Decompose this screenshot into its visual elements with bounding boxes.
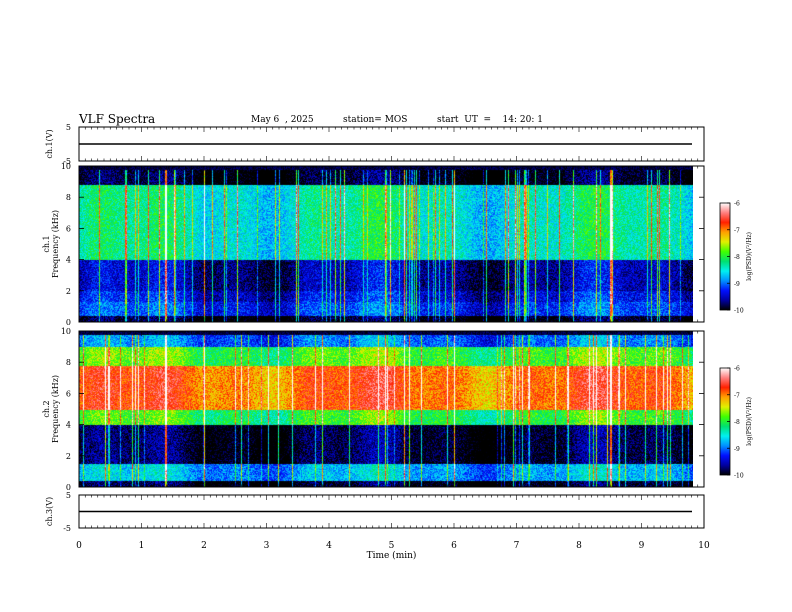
colorbar-tick-label: -6 (734, 201, 740, 208)
colorbar-tick-label: -7 (734, 227, 740, 234)
y-tick-label: 10 (61, 162, 71, 171)
x-tick-label: 2 (201, 541, 207, 551)
start-time-label: start UT = 14: 20: 1 (437, 115, 543, 125)
station-label: station= MOS (343, 115, 408, 125)
colorbar-tick-label: -8 (734, 254, 740, 261)
y-tick-label: 8 (66, 358, 71, 367)
x-tick-label: 5 (389, 541, 395, 551)
colorbar-tick-label: -6 (734, 366, 740, 373)
colorbar-tick-label: -10 (734, 308, 744, 315)
y-tick-label: 4 (66, 421, 71, 430)
x-tick-label: 1 (139, 541, 145, 551)
y-tick-label: 6 (66, 389, 71, 398)
y-axis-label: Frequency (kHz) (51, 210, 60, 278)
x-tick-label: 10 (698, 541, 710, 551)
y-axis-label: Frequency (kHz) (51, 375, 60, 443)
y-tick-label: 2 (66, 287, 71, 296)
x-tick-label: 3 (264, 541, 270, 551)
y-tick-label: 5 (66, 123, 71, 132)
y-tick-label: 8 (66, 193, 71, 202)
x-tick-label: 9 (639, 541, 645, 551)
y-tick-label: 6 (66, 224, 71, 233)
x-tick-label: 7 (514, 541, 520, 551)
y-axis-label: ch.1(V) (45, 129, 54, 158)
x-tick-label: 4 (326, 541, 332, 551)
y-axis-label: ch.1 (42, 235, 51, 252)
colorbar-tick-label: -9 (734, 281, 740, 288)
y-axis-label: ch.3(V) (45, 497, 54, 526)
x-axis-label: Time (min) (367, 550, 417, 561)
y-tick-label: -5 (63, 157, 71, 166)
colorbar-label: log(PSD)(V²/Hz) (746, 397, 753, 446)
spectrogram-image (79, 166, 693, 322)
x-tick-label: 0 (76, 541, 82, 551)
y-tick-label: 4 (66, 256, 71, 265)
spectrogram-image (79, 331, 693, 487)
x-tick-label: 8 (576, 541, 582, 551)
y-tick-label: 10 (61, 327, 71, 336)
y-tick-label: 2 (66, 452, 71, 461)
x-tick-label: 6 (451, 541, 457, 551)
colorbar-tick-label: -7 (734, 392, 740, 399)
y-tick-label: 0 (66, 483, 71, 492)
y-tick-label: 0 (66, 318, 71, 327)
colorbar-label: log(PSD)(V²/Hz) (746, 232, 753, 281)
y-axis-label: ch.2 (42, 400, 51, 417)
colorbar-tick-label: -9 (734, 446, 740, 453)
y-tick-label: -5 (63, 524, 71, 533)
y-tick-label: 5 (66, 491, 71, 500)
date-label: May 6 , 2025 (251, 115, 314, 125)
chart-title: VLF Spectra (79, 112, 156, 126)
colorbar-tick-label: -10 (734, 473, 744, 480)
colorbar-tick-label: -8 (734, 419, 740, 426)
